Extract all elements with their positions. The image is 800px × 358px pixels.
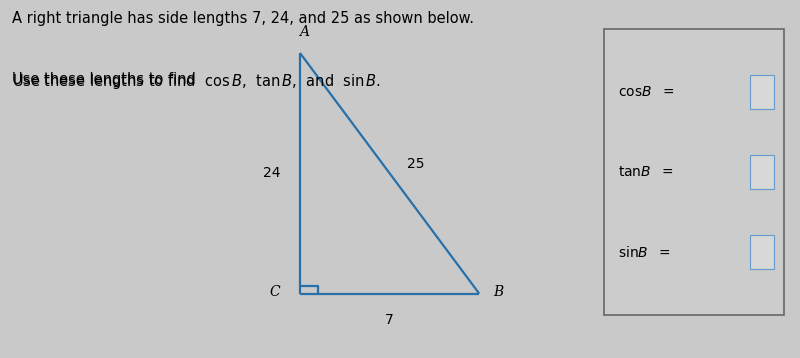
Text: Use these lengths to find  $\cos B$,  $\tan B$,  and  $\sin B$.: Use these lengths to find $\cos B$, $\ta… xyxy=(12,72,381,91)
Text: A right triangle has side lengths 7, 24, and 25 as shown below.: A right triangle has side lengths 7, 24,… xyxy=(12,11,474,26)
Text: $\mathrm{tan}B$  $=$: $\mathrm{tan}B$ $=$ xyxy=(618,165,674,179)
Text: B: B xyxy=(494,285,504,299)
Text: $\mathrm{cos}B$  $=$: $\mathrm{cos}B$ $=$ xyxy=(618,84,675,99)
FancyBboxPatch shape xyxy=(750,155,774,189)
Text: C: C xyxy=(270,285,280,299)
Text: 24: 24 xyxy=(262,166,280,180)
Text: Use these lengths to find: Use these lengths to find xyxy=(12,72,205,87)
Text: $\mathrm{sin}B$  $=$: $\mathrm{sin}B$ $=$ xyxy=(618,245,671,260)
FancyBboxPatch shape xyxy=(750,235,774,269)
Text: 7: 7 xyxy=(386,313,394,327)
FancyBboxPatch shape xyxy=(604,29,784,315)
Text: 25: 25 xyxy=(407,157,425,171)
FancyBboxPatch shape xyxy=(750,74,774,108)
Text: A: A xyxy=(299,25,309,39)
